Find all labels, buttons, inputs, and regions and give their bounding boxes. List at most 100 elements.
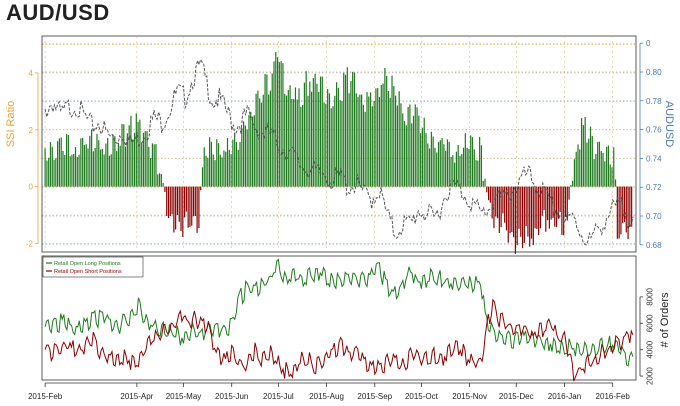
ssi-long-bar [403,121,406,187]
ssi-long-bar [282,63,284,187]
ssi-short-bar [543,186,545,210]
ssi-long-bar [570,185,572,187]
ssi-long-bar [477,160,479,187]
ssi-short-bar [178,186,180,222]
ssi-short-bar [627,186,629,240]
ssi-long-bar [323,102,325,187]
ssi-long-bar [78,154,80,187]
ssi-long-bar [314,73,316,187]
ssi-short-bar [618,186,620,239]
ssi-long-bar [414,104,416,187]
ssi-short-bar [489,186,491,203]
ssi-long-bar [350,81,352,187]
ssi-short-bar [513,186,515,238]
ssi-long-bar [343,72,345,187]
ssi-short-bar [561,186,563,235]
ssi-long-bar [355,93,357,187]
ssi-long-bar [319,76,322,187]
ssi-long-bar [262,94,264,187]
ssi-long-bar [332,106,334,187]
short-positions-line [44,298,634,382]
ssi-short-bar [631,186,633,227]
ssi-long-bar [418,115,420,187]
ssi-long-bar [264,73,266,187]
ssi-short-bar [523,186,525,243]
ssi-long-bar [141,142,143,187]
orders-panel: Retail Open Long Positions Retail Open Sh… [41,255,671,385]
ssi-long-bar [85,144,87,187]
ssi-long-bar [244,125,246,187]
ssi-long-bar [228,149,230,187]
ssi-long-bar [573,159,576,187]
ssi-long-bar [105,143,107,187]
ssi-long-bar [103,154,105,187]
ssi-long-bar [51,146,53,187]
ssi-long-bar [230,153,232,187]
ssi-long-bar [382,83,384,187]
ssi-long-bar [373,100,375,187]
legend-long-label: Retail Open Long Positions [54,261,121,267]
ssi-long-bar [65,134,68,187]
ssi-long-bar [586,142,588,187]
ssi-long-bar [579,149,581,187]
ssi-long-bar [409,104,411,187]
ssi-long-bar [248,115,250,187]
ssi-long-bar [133,132,136,187]
ssi-short-bar [550,186,552,220]
ssi-short-bar [532,186,534,246]
ssi-long-bar [427,143,429,187]
ssi-long-bar [452,155,454,187]
ssi-long-bar [216,139,218,187]
ssi-long-bar [368,96,370,187]
ssi-long-bar [160,174,162,187]
ssi-long-bar [484,178,486,187]
audusd-price-line [44,58,634,246]
ssi-long-bar [60,137,62,187]
ssi-short-bar [509,186,511,234]
ssi-long-bar [55,158,57,187]
ssi-short-bar [505,186,508,231]
ssi-long-bar [432,136,434,187]
ssi-long-bar [593,159,595,187]
ssi-long-bar [271,73,273,187]
ssi-short-bar [200,186,202,191]
ssi-short-bar [507,186,509,243]
chart-title: AUD/USD [6,0,110,25]
ssi-long-bar [380,85,382,187]
ssi-long-bar [448,141,450,187]
ssi-long-bar [83,144,86,187]
ssi-short-bar [164,186,166,192]
ssi-short-bar [491,186,493,219]
audusd-tick-label: 0.72 [646,183,662,192]
ssi-short-bar [557,186,559,219]
ssi-long-bar [151,143,154,187]
ssi-long-bar [239,142,241,187]
x-tick-label: 2015-May [166,392,202,401]
ssi-long-bar [284,93,286,187]
ssi-long-bar [108,155,111,187]
ssi-long-bar [425,133,427,187]
ssi-long-bar [214,160,216,187]
ssi-short-bar [493,186,495,229]
audusd-tick-label: 0.78 [646,97,662,106]
ssi-short-bar [176,186,179,216]
ssi-long-bar [296,99,298,187]
ssi-short-bar [502,186,504,214]
ssi-long-bar [480,145,483,187]
ssi-short-bar [620,186,622,235]
ssi-long-bar [80,138,82,187]
ssi-long-bar [235,141,238,187]
ssi-long-bar [575,151,577,187]
ssi-long-bar [207,157,209,187]
ssi-long-bar [454,162,456,187]
ssi-long-bar [443,144,445,187]
ssi-short-bar [518,186,520,229]
ssi-frame [41,35,637,253]
audusd-axis-title: AUDUSD [663,101,675,148]
ssi-long-bar [420,133,422,187]
ssi-long-bar [293,99,295,187]
ssi-long-bar [364,111,366,187]
ssi-long-bar [219,154,221,187]
ssi-long-bar [584,116,586,187]
ssi-long-bar [475,160,477,187]
